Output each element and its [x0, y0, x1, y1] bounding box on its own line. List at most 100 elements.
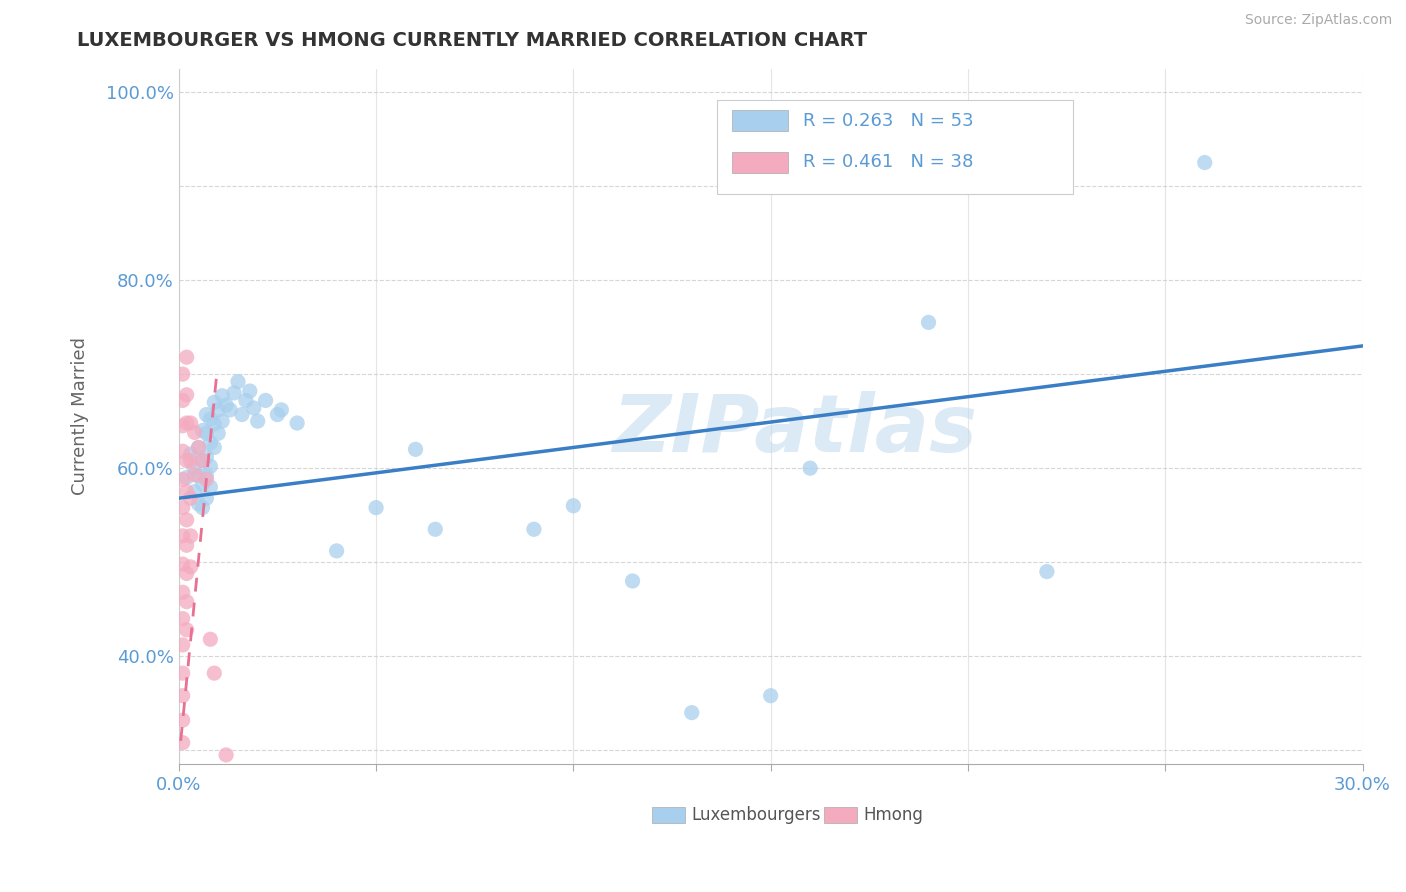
Point [200, 435, 222, 450]
Point [246, 414, 269, 428]
Point [180, 416, 202, 430]
Point [187, 497, 209, 511]
Point [172, 736, 194, 750]
Text: R = 0.263   N = 53: R = 0.263 N = 53 [803, 112, 973, 129]
Point [183, 425, 205, 440]
Bar [824, 807, 858, 822]
Point [176, 513, 198, 527]
Point [176, 416, 198, 430]
Bar [731, 111, 789, 131]
Point [191, 453, 214, 467]
Bar [731, 152, 789, 173]
Point [191, 477, 214, 491]
Point [207, 426, 229, 441]
Point [1036, 565, 1059, 579]
Point [172, 500, 194, 515]
Point [180, 491, 202, 506]
Point [195, 491, 218, 506]
Point [200, 459, 222, 474]
Point [183, 467, 205, 482]
Point [325, 544, 347, 558]
Point [180, 529, 202, 543]
Point [799, 461, 821, 475]
Text: R = 0.461   N = 38: R = 0.461 N = 38 [803, 153, 973, 171]
Point [187, 441, 209, 455]
Point [176, 484, 198, 499]
Point [172, 666, 194, 681]
Point [195, 450, 218, 464]
Point [176, 388, 198, 402]
Point [523, 522, 546, 536]
Point [562, 499, 585, 513]
Point [211, 389, 233, 403]
Point [239, 384, 262, 398]
Point [195, 472, 218, 486]
Point [200, 632, 222, 647]
Point [187, 441, 209, 455]
Point [270, 402, 292, 417]
Point [200, 480, 222, 494]
Text: Luxembourgers: Luxembourgers [692, 806, 821, 824]
Text: Source: ZipAtlas.com: Source: ZipAtlas.com [1244, 13, 1392, 28]
Point [202, 441, 225, 455]
Bar [652, 807, 686, 822]
Point [180, 447, 202, 461]
Point [219, 402, 242, 417]
Point [364, 500, 387, 515]
Point [215, 398, 238, 412]
Point [183, 484, 205, 499]
Point [176, 350, 198, 364]
Point [172, 529, 194, 543]
Point [211, 414, 233, 428]
Point [202, 395, 225, 409]
Text: Hmong: Hmong [863, 806, 922, 824]
Point [195, 408, 218, 422]
Point [172, 418, 194, 433]
Point [187, 468, 209, 483]
Point [172, 585, 194, 599]
Point [172, 557, 194, 571]
Point [917, 315, 939, 329]
Point [172, 393, 194, 408]
Point [235, 393, 257, 408]
Point [226, 375, 249, 389]
Point [231, 408, 253, 422]
Point [176, 470, 198, 484]
Point [681, 706, 703, 720]
Point [425, 522, 447, 536]
Text: LUXEMBOURGER VS HMONG CURRENTLY MARRIED CORRELATION CHART: LUXEMBOURGER VS HMONG CURRENTLY MARRIED … [77, 31, 868, 50]
Point [1194, 155, 1216, 169]
Point [172, 472, 194, 486]
Point [172, 713, 194, 727]
Point [405, 442, 427, 457]
Point [172, 638, 194, 652]
Point [222, 385, 245, 400]
Point [176, 566, 198, 581]
Point [172, 689, 194, 703]
Point [176, 538, 198, 552]
Point [195, 426, 218, 441]
Point [172, 367, 194, 381]
Point [621, 574, 644, 588]
Point [191, 500, 214, 515]
FancyBboxPatch shape [717, 100, 1073, 194]
Text: ZIPatlas: ZIPatlas [612, 392, 977, 469]
Point [172, 444, 194, 458]
Point [191, 424, 214, 438]
Y-axis label: Currently Married: Currently Married [72, 337, 89, 495]
Point [183, 461, 205, 475]
Point [200, 412, 222, 426]
Point [176, 623, 198, 637]
Point [176, 453, 198, 467]
Point [176, 595, 198, 609]
Point [285, 416, 308, 430]
Point [172, 611, 194, 625]
Point [215, 747, 238, 762]
Point [195, 468, 218, 483]
Point [242, 401, 264, 415]
Point [254, 393, 277, 408]
Point [759, 689, 782, 703]
Point [202, 417, 225, 431]
Point [191, 453, 214, 467]
Point [202, 666, 225, 681]
